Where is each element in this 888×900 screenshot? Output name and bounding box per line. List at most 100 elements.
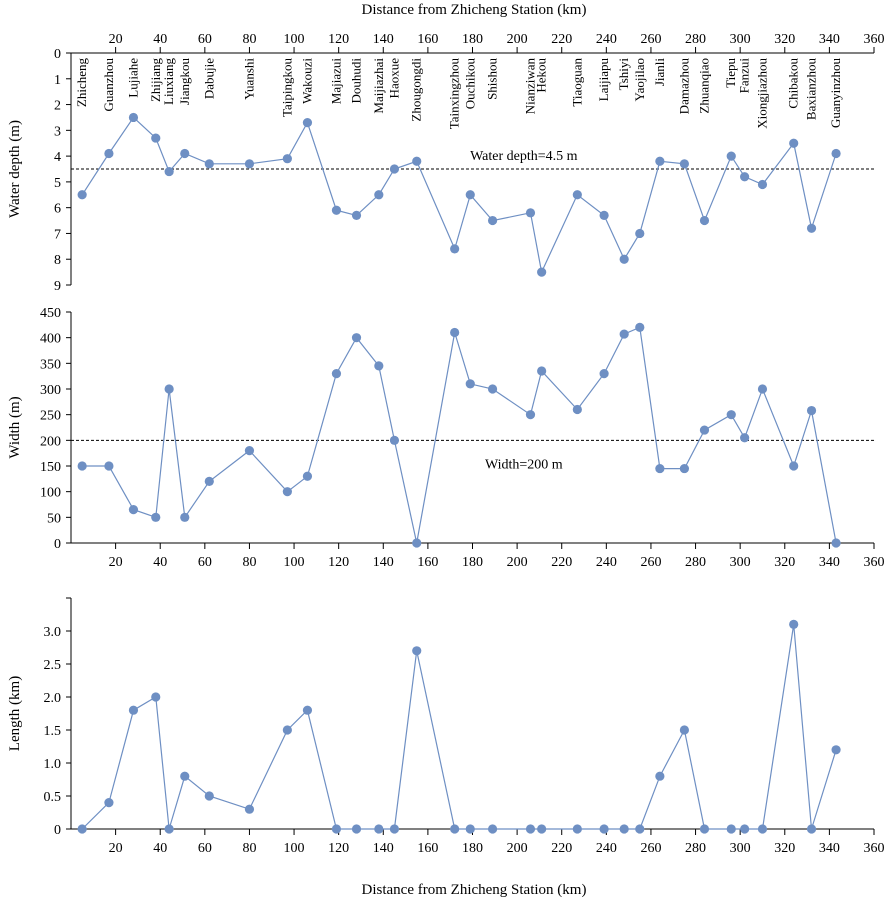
station-label: Xiongjiazhou <box>754 58 769 129</box>
station-label: Damazhou <box>676 58 691 115</box>
data-point <box>619 329 629 339</box>
data-point <box>699 215 710 226</box>
data-point <box>244 159 255 169</box>
data-point <box>244 804 255 814</box>
data-point <box>572 404 582 415</box>
data-point <box>77 461 87 471</box>
station-label: Ouchikou <box>462 58 477 110</box>
data-point <box>204 159 214 169</box>
station-label: Jiangkou <box>177 58 192 105</box>
data-point <box>164 166 174 177</box>
data-point <box>450 244 460 254</box>
station-label: Zhougongdi <box>409 58 424 122</box>
x-tick-label: 20 <box>109 841 123 856</box>
x-tick-label: 300 <box>730 32 751 47</box>
x-tick-label: 120 <box>328 32 349 47</box>
y-tick-label: 200 <box>40 434 61 449</box>
y-tick-label: 8 <box>54 253 61 268</box>
data-point <box>806 824 817 834</box>
station-label: Dabujie <box>201 58 216 99</box>
data-point <box>599 210 609 220</box>
station-label: Tiaoguan <box>569 58 584 107</box>
y-tick-label: 2.5 <box>44 658 62 673</box>
x-tick-label: 140 <box>373 841 394 856</box>
data-point <box>450 327 460 338</box>
y-tick-label: 250 <box>40 409 61 424</box>
y-tick-label: 9 <box>54 279 61 294</box>
data-point <box>389 824 400 834</box>
series-line <box>82 326 837 544</box>
y-axis-title: Width (m) <box>7 396 23 458</box>
data-point <box>104 461 114 471</box>
data-point <box>302 118 313 128</box>
x-tick-label: 300 <box>730 841 751 856</box>
data-point <box>282 725 292 735</box>
x-tick-label: 240 <box>596 32 617 47</box>
y-tick-label: 100 <box>40 486 61 501</box>
y-tick-label: 0.5 <box>44 790 62 805</box>
x-tick-label: 100 <box>284 555 305 570</box>
threshold-label: Width=200 m <box>485 457 563 472</box>
threshold-label: Water depth=4.5 m <box>470 149 578 164</box>
data-point <box>282 487 292 497</box>
station-label: Lujiahe <box>125 58 140 98</box>
x-tick-label: 260 <box>640 841 661 856</box>
x-tick-label: 320 <box>774 32 795 47</box>
station-label: Tiepu <box>723 58 738 88</box>
data-point <box>726 410 736 420</box>
data-point <box>331 824 342 834</box>
data-point <box>302 471 313 481</box>
data-point <box>757 179 768 190</box>
data-point <box>302 705 313 715</box>
data-point <box>180 148 190 159</box>
data-point <box>537 267 547 277</box>
y-tick-label: 150 <box>40 460 61 475</box>
data-point <box>655 771 665 781</box>
x-tick-label: 240 <box>596 841 617 856</box>
x-tick-label: 220 <box>551 32 572 47</box>
series-line <box>81 624 837 830</box>
x-tick-label: 100 <box>284 32 305 47</box>
x-tick-label: 340 <box>819 32 840 47</box>
data-point <box>740 172 750 182</box>
data-point <box>389 164 400 174</box>
data-point <box>572 190 582 200</box>
data-point <box>655 463 665 474</box>
data-point <box>151 133 161 143</box>
y-tick-label: 50 <box>47 511 61 526</box>
x-tick-label: 220 <box>551 841 572 856</box>
data-point <box>831 538 841 548</box>
station-label: Tainxingzhou <box>447 57 462 129</box>
data-point <box>699 824 710 834</box>
x-tick-label: 360 <box>864 841 885 856</box>
x-tick-label: 280 <box>685 841 706 856</box>
data-point <box>726 151 736 161</box>
x-tick-label: 80 <box>242 841 256 856</box>
y-tick-label: 0 <box>54 537 61 552</box>
data-point <box>757 384 768 394</box>
data-point <box>374 361 384 371</box>
x-tick-label: 60 <box>198 555 212 570</box>
station-label: Yuanshi <box>241 58 256 100</box>
data-point <box>525 208 536 218</box>
x-tick-label: 40 <box>153 32 167 47</box>
data-point <box>635 228 645 239</box>
y-tick-label: 4 <box>54 150 61 165</box>
x-tick-label: 180 <box>462 32 483 47</box>
y-tick-label: 2.0 <box>44 691 62 706</box>
data-point <box>831 148 841 159</box>
x-tick-label: 120 <box>328 841 349 856</box>
data-point <box>806 405 817 416</box>
data-point <box>679 159 690 169</box>
station-label: Wakouzi <box>299 58 314 104</box>
x-tick-label: 80 <box>242 555 256 570</box>
x-tick-label: 360 <box>864 555 885 570</box>
data-point <box>806 223 817 233</box>
y-tick-label: 350 <box>40 357 61 372</box>
data-point <box>151 512 161 522</box>
x-tick-label: 320 <box>774 841 795 856</box>
x-tick-label: 120 <box>328 555 349 570</box>
data-point <box>537 366 547 376</box>
x-tick-label: 60 <box>198 32 212 47</box>
x-tick-label: 200 <box>507 32 528 47</box>
